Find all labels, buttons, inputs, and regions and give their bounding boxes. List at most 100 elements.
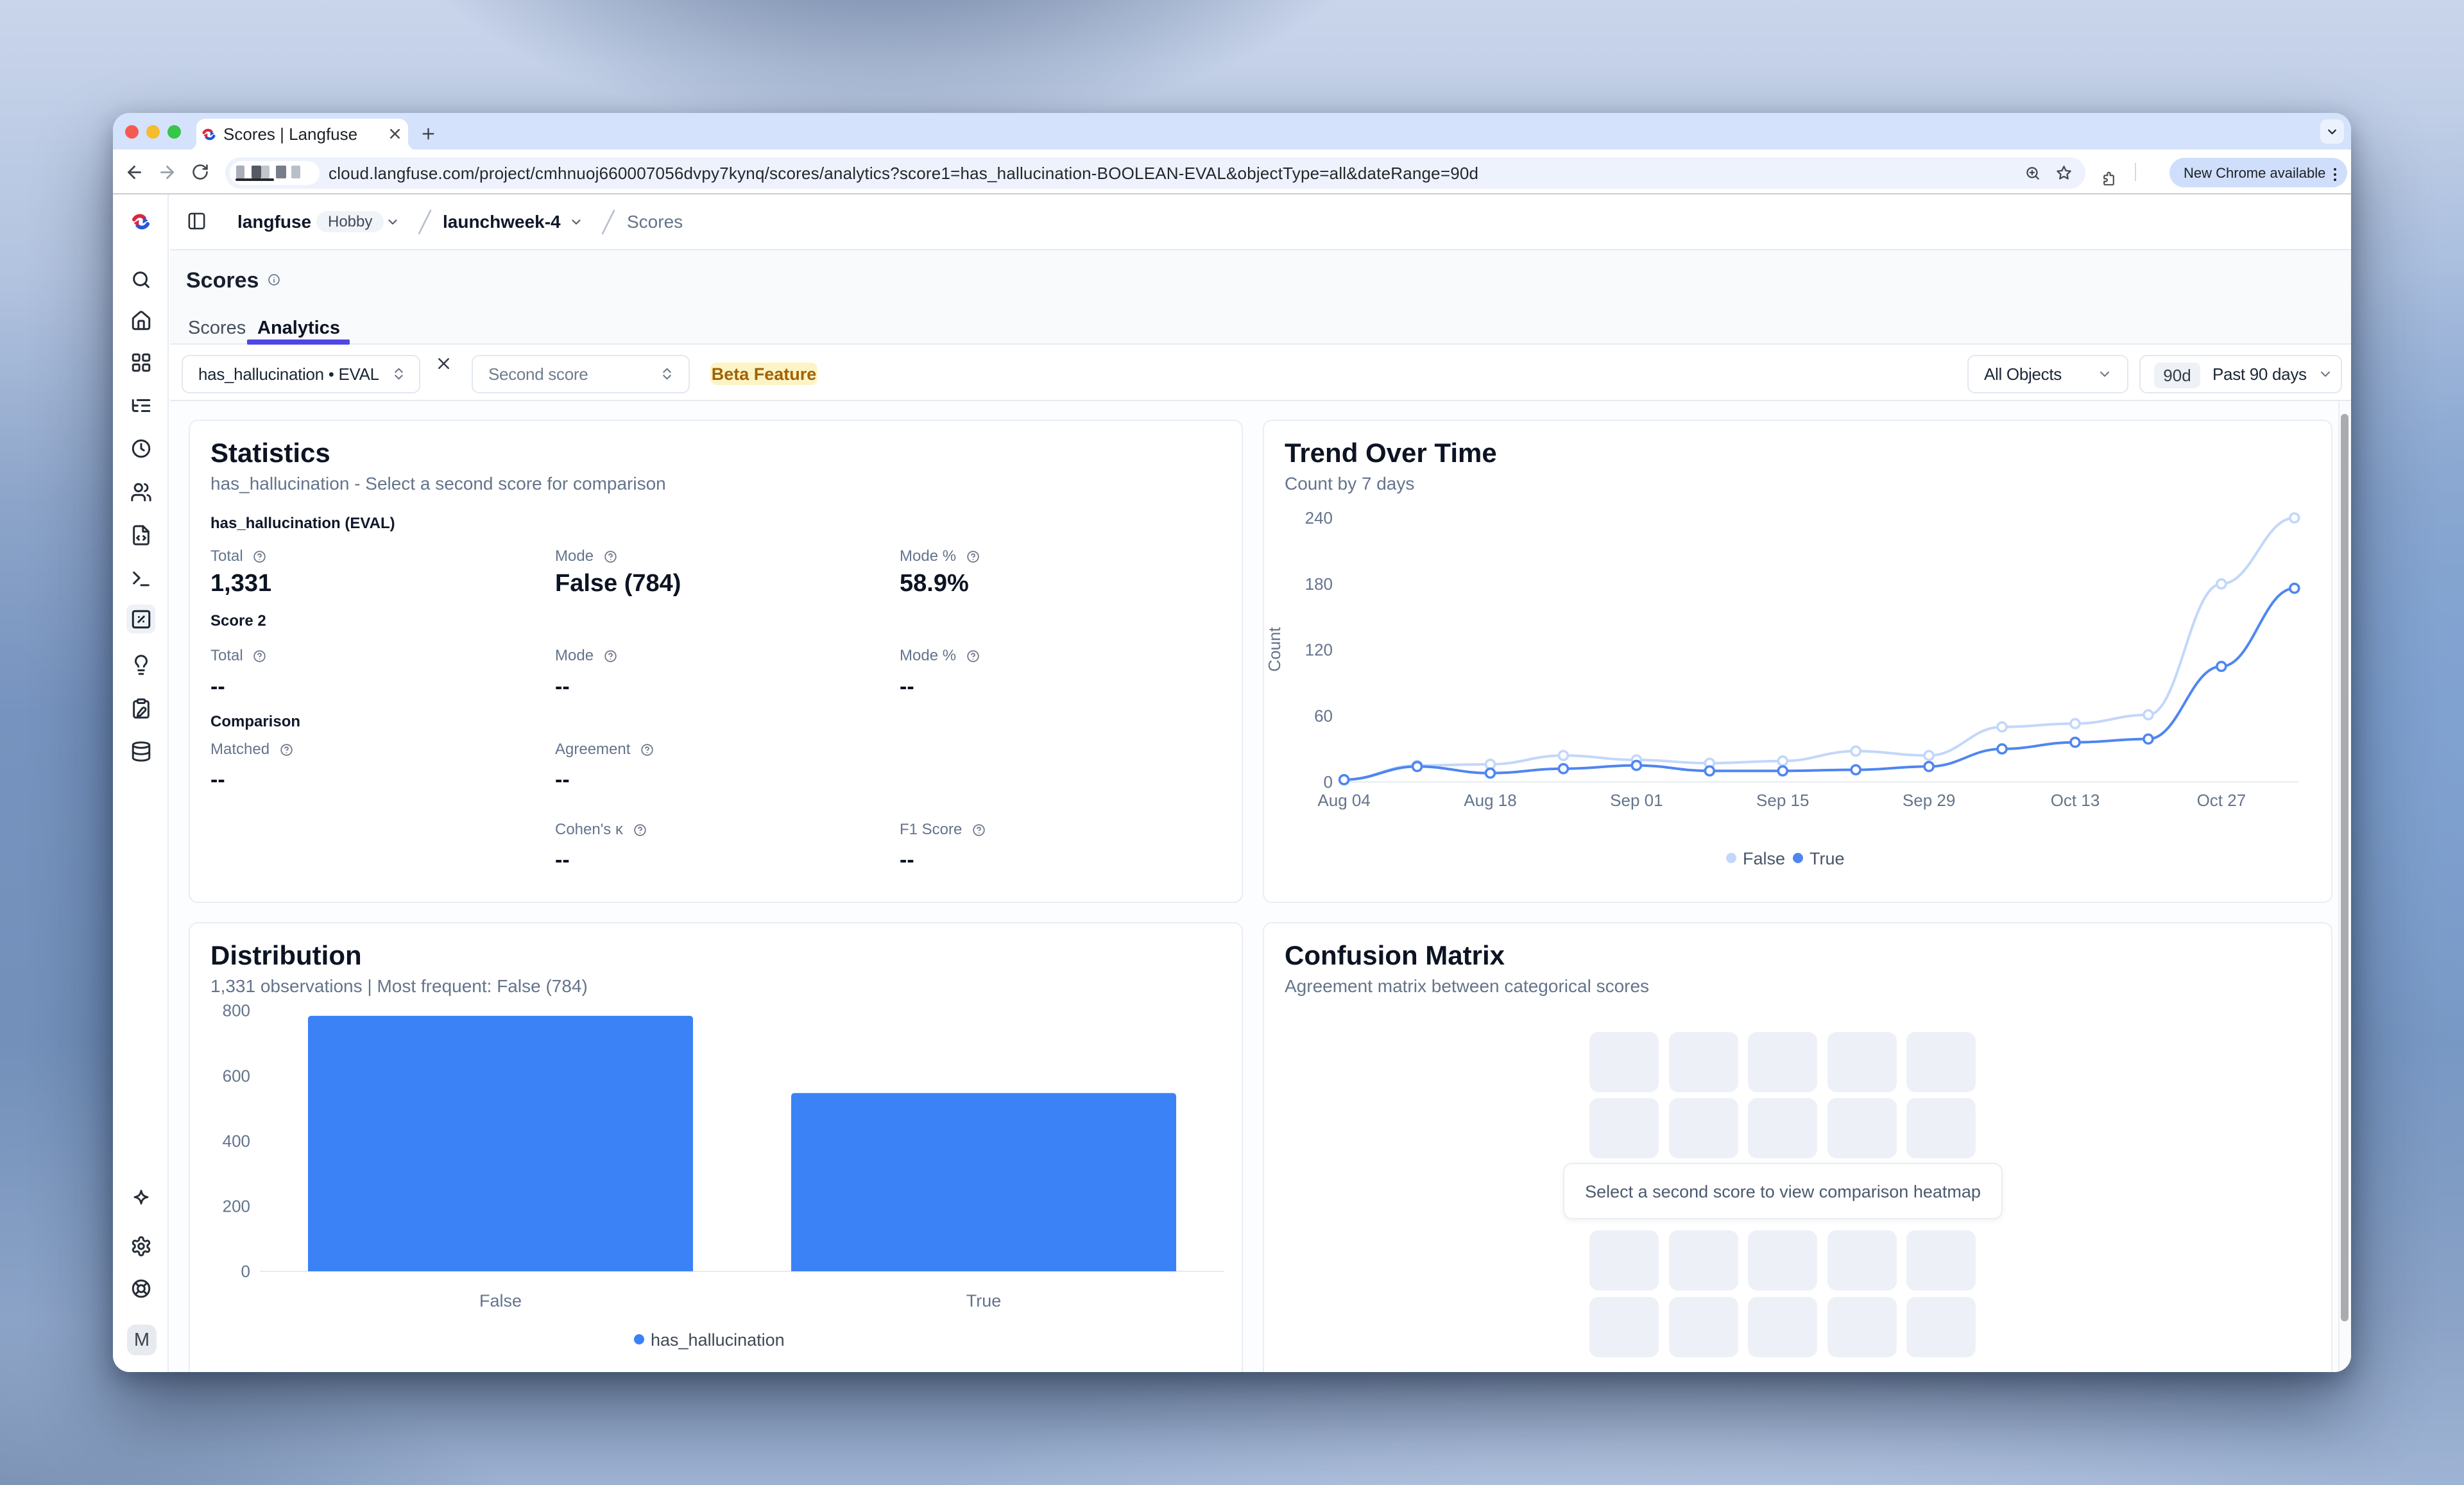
address-bar[interactable]: cloud.langfuse.com/project/cmhnuoj660007…: [225, 157, 2085, 189]
sidebar-item-lightbulb[interactable]: [113, 654, 169, 679]
sidebar-item-clipboardpen[interactable]: [113, 698, 169, 723]
heatmap-placeholder-cell: [1748, 1297, 1817, 1357]
y-tick-label: 400: [223, 1131, 250, 1151]
confusion-matrix-card: Confusion Matrix Agreement matrix betwee…: [1263, 922, 2332, 1372]
series-point: [2143, 709, 2154, 721]
legend-label: False: [1743, 849, 1785, 868]
sidebar-item-sparkles[interactable]: [113, 1189, 169, 1214]
sidebar-item-clock[interactable]: [113, 438, 169, 463]
tab-close-icon: [390, 129, 400, 139]
home-icon: [132, 311, 150, 330]
stats-metric-label: Total: [210, 647, 266, 665]
org-chevron-icon[interactable]: [386, 215, 400, 232]
y-tick-label: 240: [1305, 508, 1333, 528]
forward-button[interactable]: [157, 162, 177, 185]
minimize-window-button[interactable]: [146, 125, 160, 139]
clear-score-button[interactable]: [434, 354, 453, 376]
forward-arrow-icon: [160, 166, 174, 179]
site-info-chip[interactable]: [230, 161, 320, 185]
sidebar-item-home[interactable]: [113, 310, 169, 335]
more-options-icon[interactable]: [2326, 164, 2344, 187]
distribution-bar-chart[interactable]: 0 200 400 600 800 False True has_hallucination: [190, 923, 1242, 1372]
new-tab-button[interactable]: [420, 125, 437, 146]
redacted-site-label: [261, 166, 270, 178]
stats-metric-label: Matched: [210, 741, 293, 759]
back-button[interactable]: [124, 162, 144, 185]
stats-metric-label: Total: [210, 547, 266, 565]
x-tick-label: Aug 04: [1317, 791, 1370, 810]
help-circle-icon: [967, 650, 979, 662]
active-tab-underline: [247, 339, 350, 345]
sidebar-item-settings[interactable]: [113, 1235, 169, 1260]
sidebar-item-grid[interactable]: [113, 352, 169, 377]
stats-metric-value: --: [210, 768, 225, 792]
tab-search-button[interactable]: [2320, 119, 2344, 144]
x-tick-label: Sep 01: [1610, 791, 1663, 810]
date-range-select[interactable]: 90d Past 90 days: [2139, 355, 2342, 393]
score2-select[interactable]: Second score: [472, 355, 690, 393]
tab-favicon: [201, 127, 216, 145]
heatmap-placeholder-cell: [1589, 1230, 1659, 1291]
chevron-down-icon: [2100, 371, 2110, 377]
close-window-button[interactable]: [125, 125, 139, 139]
series-point: [2289, 512, 2300, 524]
score2-placeholder: Second score: [488, 365, 588, 384]
sidebar-item-database[interactable]: [113, 741, 169, 766]
y-tick-label: 180: [1305, 574, 1333, 594]
y-tick-label: 800: [223, 1001, 250, 1020]
series-point: [1557, 750, 1570, 762]
reload-button[interactable]: [191, 163, 209, 184]
sidebar-item-search[interactable]: [113, 269, 169, 294]
date-range-badge: 90d: [2154, 363, 2200, 388]
plan-badge: Hobby: [316, 211, 384, 232]
bookmark-star-icon[interactable]: [2055, 164, 2073, 185]
tab-scores[interactable]: Scores: [188, 318, 246, 338]
statistics-title: Statistics: [210, 438, 330, 468]
clipboardpen-icon: [132, 698, 150, 719]
browser-window: Scores | Langfuse cloud.langfuse.com/pro…: [113, 113, 2351, 1372]
browser-toolbar: cloud.langfuse.com/project/cmhnuoj660007…: [113, 150, 2351, 219]
sidebar-item-users[interactable]: [113, 481, 169, 506]
breadcrumb-separator: [418, 209, 432, 235]
zoom-window-button[interactable]: [167, 125, 181, 139]
heatmap-placeholder-cell: [1827, 1297, 1897, 1357]
scrollbar-thumb[interactable]: [2341, 414, 2348, 1321]
beta-feature-badge: Beta Feature: [710, 363, 817, 385]
series-point: [1338, 774, 1350, 785]
extensions-icon[interactable]: [2101, 171, 2117, 190]
url-text: cloud.langfuse.com/project/cmhnuoj660007…: [329, 164, 1479, 183]
breadcrumb-project[interactable]: launchweek-4: [443, 212, 561, 232]
object-type-select[interactable]: All Objects: [1967, 355, 2128, 393]
grid-icon: [132, 353, 150, 372]
score1-select[interactable]: has_hallucination • EVAL: [182, 355, 420, 393]
series-point: [2143, 733, 2154, 745]
distribution-title: Distribution: [210, 940, 362, 970]
zoom-icon[interactable]: [2024, 165, 2041, 185]
tab-analytics[interactable]: Analytics: [257, 318, 340, 338]
heatmap-placeholder-cell: [1906, 1297, 1976, 1357]
sidebar-item-squarepercent[interactable]: [113, 608, 169, 633]
info-icon[interactable]: [268, 273, 280, 289]
series-point: [1996, 743, 2008, 755]
object-type-value: All Objects: [1984, 365, 2062, 384]
panel-left-icon: [188, 212, 205, 230]
sidebar-item-listtree[interactable]: [113, 395, 169, 420]
sidebar-toggle-icon[interactable]: [187, 211, 207, 234]
browser-tab[interactable]: Scores | Langfuse: [187, 119, 417, 150]
tab-strip: Scores | Langfuse: [113, 113, 2351, 150]
sidebar-item-lifebuoy[interactable]: [113, 1278, 169, 1303]
breadcrumb-org[interactable]: langfuse: [237, 212, 312, 232]
zoom-icon: [2026, 167, 2039, 180]
user-avatar[interactable]: M: [127, 1325, 157, 1355]
y-axis-title: Count: [1265, 627, 1284, 672]
lifebuoy-icon: [132, 1279, 150, 1298]
sidebar-item-filecode[interactable]: [113, 524, 169, 549]
tab-close-icon[interactable]: [387, 126, 403, 145]
langfuse-logo[interactable]: [130, 212, 151, 235]
sidebar-item-terminal[interactable]: [113, 568, 169, 593]
chrome-update-button[interactable]: New Chrome available: [2169, 158, 2347, 187]
project-chevron-icon[interactable]: [569, 215, 583, 232]
redacted-site-label: [252, 166, 261, 178]
trend-line-chart[interactable]: 0 60 120 180 240 Count Aug 04 Aug 18 Sep 01 Sep 1…: [1264, 421, 2331, 902]
breadcrumb-separator: [601, 209, 615, 235]
